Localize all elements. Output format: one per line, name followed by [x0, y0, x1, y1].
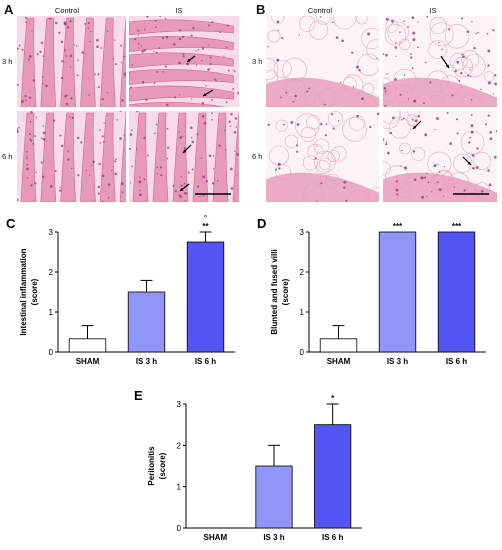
panel-a-col-control: Control	[54, 6, 80, 15]
chart-d-ytick-label-2: 2	[300, 268, 305, 277]
chart-d-ytick-label-0: 0	[300, 348, 305, 357]
chart-c-bar-2	[186, 241, 225, 353]
panel-b-row-6h: 6 h	[252, 152, 263, 161]
chart-d-ylabel-0: Blunted and fused villi	[270, 249, 279, 334]
chart-e-ylabel-0: Peritonitis	[147, 446, 156, 486]
chart-e-xlabel-0: SHAM	[204, 533, 228, 542]
chart-d-bar-1	[378, 231, 417, 353]
panel-a-letter: A	[4, 2, 14, 17]
panel-b-col-is: IS	[429, 6, 437, 15]
chart-d-xlabel-0: SHAM	[327, 357, 351, 366]
chart-c-bar-0	[68, 338, 107, 353]
chart-e-ytick-label-3: 3	[177, 400, 182, 409]
chart-e-bar-2	[314, 424, 352, 529]
chart-e-ytick-label-0: 0	[177, 524, 182, 533]
chart-d-ytick-label-1: 1	[300, 308, 305, 317]
chart-d-signif-2: ***	[452, 222, 462, 231]
chart-c-xlabel-1: IS 3 h	[136, 357, 157, 366]
chart-e-ytick-label-2: 2	[177, 441, 182, 450]
histology-a-control-3h	[17, 16, 126, 107]
chart-c-signif-2: **	[202, 222, 209, 231]
chart-d-letter: D	[257, 216, 266, 231]
chart-e-bar-1	[255, 465, 293, 529]
chart-d-bar-2	[437, 231, 476, 353]
histology-b-is-3h	[383, 16, 497, 107]
chart-c-mark-2: °	[204, 214, 207, 223]
chart-d: D 0 1 2 3 Blunted and fused villi (score) SHAM *…	[257, 216, 486, 366]
panel-b-col-control: Control	[307, 6, 333, 15]
chart-c-ylabel-1: (score)	[30, 278, 39, 305]
chart-c-ylabel-0: Intestinal inflammation	[19, 248, 28, 335]
chart-e-ylabel-1: (score)	[158, 452, 167, 479]
histology-a-control-6h	[17, 111, 126, 202]
chart-c-ytick-label-0: 0	[49, 348, 54, 357]
chart-e-ytick-label-1: 1	[177, 483, 182, 492]
histology-b-control-6h	[266, 111, 379, 202]
chart-c-ytick-label-2: 2	[49, 268, 54, 277]
histology-b-is-6h	[383, 111, 497, 202]
chart-c-bar-1	[127, 291, 166, 353]
panel-b-row-3h: 3 h	[252, 57, 263, 66]
histology-a-is-6h	[129, 111, 239, 202]
chart-c-letter: C	[6, 216, 16, 231]
chart-c-ytick-label-1: 1	[49, 308, 54, 317]
chart-d-ylabel-1: (score)	[281, 278, 290, 305]
chart-c-xlabel-2: IS 6 h	[195, 357, 216, 366]
panel-a-row-3h: 3 h	[2, 57, 13, 66]
chart-e-xlabel-2: IS 6 h	[322, 533, 343, 542]
chart-c-ytick-label-3: 3	[49, 228, 54, 237]
chart-c: C 0 1 2 3 Intestinal inflammation (score) SHAM I…	[6, 214, 235, 366]
panel-a-row-6h: 6 h	[2, 152, 13, 161]
panel-a-col-is: IS	[175, 6, 183, 15]
chart-d-xlabel-1: IS 3 h	[387, 357, 408, 366]
chart-e-xlabel-1: IS 3 h	[263, 533, 284, 542]
chart-d-xlabel-2: IS 6 h	[446, 357, 467, 366]
chart-e-letter: E	[134, 388, 143, 403]
chart-d-ytick-label-3: 3	[300, 228, 305, 237]
chart-d-signif-1: ***	[393, 222, 403, 231]
histology-a-is-3h	[129, 16, 239, 107]
histology-b-control-3h	[266, 16, 379, 107]
chart-d-bar-0	[319, 338, 358, 353]
chart-e-signif-2: *	[331, 394, 335, 403]
panel-b-letter: B	[256, 2, 266, 17]
chart-c-xlabel-0: SHAM	[76, 357, 100, 366]
chart-e: E 0 1 2 3 Peritonitis (score) SHAM IS 3 h * IS 6 h	[134, 388, 362, 542]
